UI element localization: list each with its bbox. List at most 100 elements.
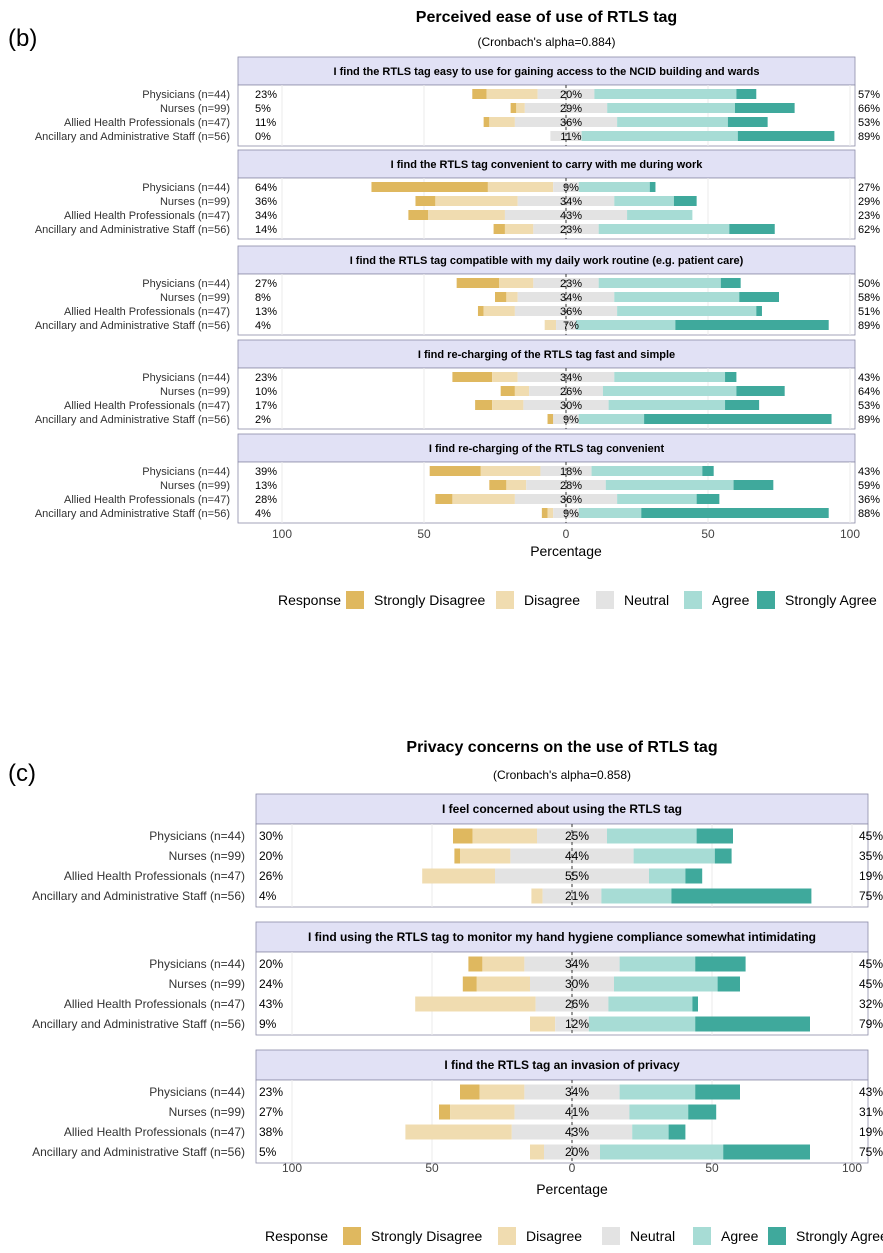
pct-disagree-label: 14% xyxy=(255,224,277,236)
legend-label: Neutral xyxy=(630,1228,675,1244)
pct-neutral-label: 41% xyxy=(565,1105,589,1119)
bar-strongly-agree xyxy=(644,414,832,424)
pct-disagree-label: 13% xyxy=(255,306,277,318)
bar-agree xyxy=(614,292,740,302)
bar-agree xyxy=(614,976,718,992)
pct-disagree-label: 23% xyxy=(255,372,277,384)
pct-disagree-label: 27% xyxy=(259,1105,283,1119)
bar-strongly-agree xyxy=(725,372,737,382)
pct-disagree-label: 38% xyxy=(259,1125,283,1139)
pct-disagree-label: 13% xyxy=(255,480,277,492)
bar-strongly-agree xyxy=(723,1144,810,1160)
bar-agree xyxy=(600,1144,724,1160)
legend-swatch xyxy=(768,1227,786,1245)
pct-disagree-label: 10% xyxy=(255,386,277,398)
x-axis-label: Percentage xyxy=(530,543,602,559)
facet: I find using the RTLS tag to monitor my … xyxy=(32,921,883,1036)
bar-disagree xyxy=(506,292,518,302)
bar-strongly-agree xyxy=(695,1084,740,1100)
pct-disagree-label: 36% xyxy=(255,196,277,208)
bar-strongly-agree xyxy=(641,508,829,518)
bar-strongly-agree xyxy=(696,828,733,844)
pct-agree-label: 53% xyxy=(858,400,880,412)
bar-disagree xyxy=(482,956,525,972)
row-label: Nurses (n=99) xyxy=(169,849,245,863)
pct-neutral-label: 7% xyxy=(563,320,579,332)
bar-agree xyxy=(629,1104,689,1120)
bar-agree xyxy=(602,386,737,396)
pct-neutral-label: 18% xyxy=(560,466,582,478)
bar-strongly-disagree xyxy=(454,848,460,864)
pct-neutral-label: 20% xyxy=(565,1145,589,1159)
pct-neutral-label: 26% xyxy=(560,386,582,398)
bar-strongly-disagree xyxy=(547,414,554,424)
pct-disagree-label: 2% xyxy=(255,414,271,426)
bar-disagree xyxy=(514,386,530,396)
bar-agree xyxy=(617,117,728,127)
bar-disagree xyxy=(530,1144,544,1160)
row-label: Allied Health Professionals (n=47) xyxy=(64,210,230,222)
bar-strongly-disagree xyxy=(500,386,515,396)
pct-disagree-label: 34% xyxy=(255,210,277,222)
pct-disagree-label: 24% xyxy=(259,977,283,991)
bar-strongly-disagree xyxy=(541,508,548,518)
bar-strongly-disagree xyxy=(483,117,490,127)
bar-agree xyxy=(633,848,715,864)
bar-disagree xyxy=(504,224,534,234)
legend-swatch xyxy=(596,591,614,609)
x-tick-label: 100 xyxy=(842,1161,862,1175)
pct-neutral-label: 23% xyxy=(560,278,582,290)
pct-neutral-label: 21% xyxy=(565,889,589,903)
pct-agree-label: 64% xyxy=(858,386,880,398)
legend-label: Disagree xyxy=(526,1228,582,1244)
bar-strongly-agree xyxy=(733,480,774,490)
row-label: Physicians (n=44) xyxy=(142,372,230,384)
bar-disagree xyxy=(506,480,527,490)
pct-neutral-label: 30% xyxy=(560,400,582,412)
bar-strongly-agree xyxy=(695,1016,810,1032)
bar-strongly-agree xyxy=(649,182,656,192)
pct-agree-label: 89% xyxy=(858,320,880,332)
bar-agree xyxy=(607,828,697,844)
pct-neutral-label: 34% xyxy=(560,292,582,304)
pct-neutral-label: 44% xyxy=(565,849,589,863)
x-tick-label: 0 xyxy=(569,1161,576,1175)
facet: I find re-charging of the RTLS tag fast … xyxy=(35,339,880,430)
bar-strongly-agree xyxy=(688,1104,717,1120)
pct-agree-label: 29% xyxy=(858,196,880,208)
bar-agree xyxy=(594,89,737,99)
bar-neutral xyxy=(517,292,615,302)
row-label: Nurses (n=99) xyxy=(160,103,230,115)
pct-neutral-label: 36% xyxy=(560,306,582,318)
pct-disagree-label: 39% xyxy=(255,466,277,478)
row-label: Allied Health Professionals (n=47) xyxy=(64,306,230,318)
bar-disagree xyxy=(492,372,518,382)
bar-disagree xyxy=(480,466,541,476)
pct-agree-label: 19% xyxy=(859,1125,883,1139)
bar-strongly-disagree xyxy=(477,306,484,316)
legend-label: Disagree xyxy=(524,592,580,608)
bar-strongly-disagree xyxy=(472,89,487,99)
pct-disagree-label: 11% xyxy=(255,117,276,129)
pct-disagree-label: 17% xyxy=(255,400,277,412)
bar-disagree xyxy=(489,117,515,127)
bar-disagree xyxy=(530,1016,556,1032)
pct-neutral-label: 43% xyxy=(565,1125,589,1139)
bar-agree xyxy=(581,131,738,141)
bar-disagree xyxy=(547,508,554,518)
pct-agree-label: 89% xyxy=(858,131,880,143)
pct-neutral-label: 34% xyxy=(565,1085,589,1099)
bar-disagree xyxy=(483,306,515,316)
panel-b: Perceived ease of use of RTLS tag (Cronba… xyxy=(8,9,880,609)
facet-title: I find the RTLS tag convenient to carry … xyxy=(391,159,704,171)
pct-neutral-label: 9% xyxy=(563,508,579,520)
pct-agree-label: 79% xyxy=(859,1017,883,1031)
facet-title: I find re-charging of the RTLS tag fast … xyxy=(418,349,675,361)
bar-agree xyxy=(614,196,674,206)
row-label: Ancillary and Administrative Staff (n=56… xyxy=(35,508,230,520)
row-label: Ancillary and Administrative Staff (n=56… xyxy=(35,131,230,143)
facet: I feel concerned about using the RTLS ta… xyxy=(32,793,883,908)
pct-disagree-label: 9% xyxy=(259,1017,277,1031)
bar-strongly-agree xyxy=(714,848,732,864)
bar-strongly-agree xyxy=(685,868,703,884)
